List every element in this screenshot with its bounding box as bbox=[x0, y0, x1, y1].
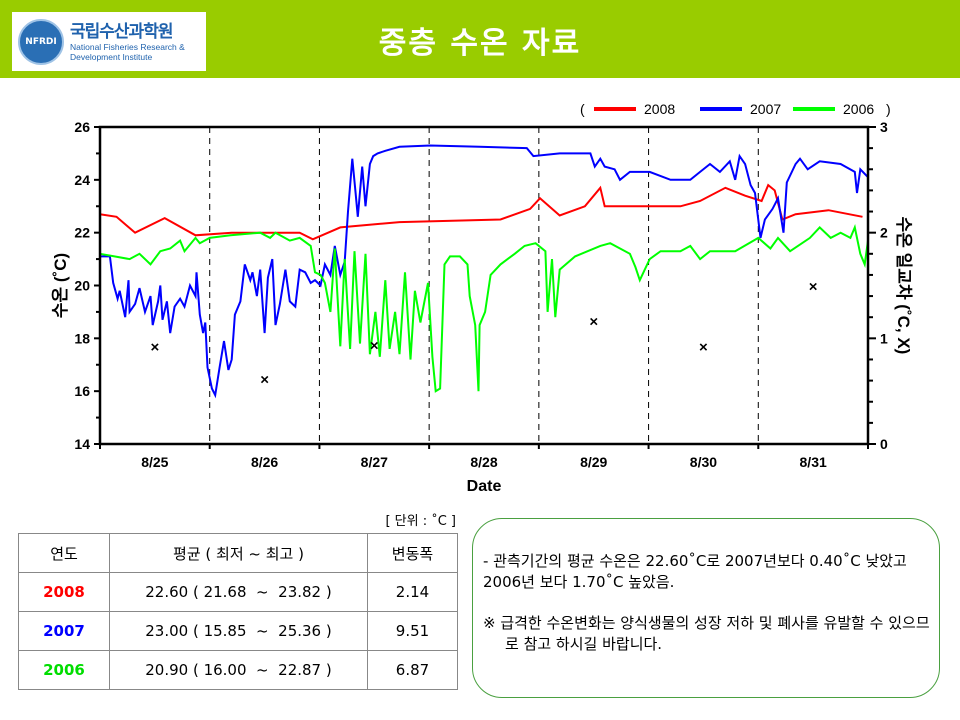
header-year: 연도 bbox=[18, 533, 110, 573]
range-cell: 2.14 bbox=[367, 572, 458, 612]
stats-table: 연도 평균 ( 최저 ~ 최고 ) 변동폭 2008 22.60 ( 21.68… bbox=[18, 533, 458, 690]
legend-label-2008: 2008 bbox=[644, 101, 675, 117]
note-warning: ※ 급격한 수온변화는 양식생물의 성장 저하 및 폐사를 유발할 수 있으므로… bbox=[483, 614, 930, 653]
y2-tick-label: 1 bbox=[880, 330, 888, 346]
stats-cell: 20.90 ( 16.00 ~ 22.87 ) bbox=[109, 650, 368, 690]
x-tick-label: 8/25 bbox=[141, 454, 168, 470]
y-axis-title: 수온 (˚C) bbox=[51, 253, 70, 318]
year-cell: 2008 bbox=[18, 572, 110, 612]
y2-axis-title: 수온 일교차 (˚C, X) bbox=[894, 217, 913, 355]
temperature-chart: × × × × × × 14 16 18 20 22 24 26 0 1 2 3 8/25 8/26 8/27 8/28… bbox=[51, 101, 913, 495]
note-summary: - 관측기간의 평균 수온은 22.60˚C로 2007년보다 0.40˚C 낮… bbox=[483, 552, 907, 591]
daily-range-marker: × bbox=[150, 339, 159, 356]
page-title: 중층 수온 자료 bbox=[378, 26, 582, 61]
y-tick-label: 16 bbox=[74, 383, 90, 399]
y-tick-label: 18 bbox=[74, 330, 90, 346]
x-tick-label: 8/26 bbox=[251, 454, 278, 470]
daily-range-marker: × bbox=[260, 372, 269, 389]
y-tick-label: 24 bbox=[74, 172, 90, 188]
legend-close: ) bbox=[886, 101, 891, 117]
daily-range-marker: × bbox=[699, 339, 708, 356]
daily-range-marker: × bbox=[589, 313, 598, 330]
note-box: - 관측기간의 평균 수온은 22.60˚C로 2007년보다 0.40˚C 낮… bbox=[472, 518, 940, 698]
y2-tick-label: 0 bbox=[880, 436, 888, 452]
series-line-2008 bbox=[99, 183, 863, 241]
range-cell: 9.51 bbox=[367, 611, 458, 651]
table-header-row: 연도 평균 ( 최저 ~ 최고 ) 변동폭 bbox=[18, 533, 458, 573]
y2-tick-label: 3 bbox=[880, 119, 888, 135]
logo-korean: 국립수산과학원 bbox=[70, 21, 173, 42]
series-line-2007 bbox=[100, 144, 869, 399]
daily-range-marker: × bbox=[809, 279, 818, 296]
range-cell: 6.87 bbox=[367, 650, 458, 690]
seal-icon: NFRDI bbox=[18, 18, 64, 65]
y2-tick-label: 2 bbox=[880, 225, 888, 241]
logo-english-2: Development Institute bbox=[70, 51, 153, 62]
header-bar: NFRDI 국립수산과학원 National Fisheries Researc… bbox=[0, 0, 960, 78]
legend-label-2006: 2006 bbox=[843, 101, 874, 117]
y-tick-label: 26 bbox=[74, 119, 90, 135]
stats-cell: 22.60 ( 21.68 ~ 23.82 ) bbox=[109, 572, 368, 612]
daily-range-marker: × bbox=[370, 338, 379, 355]
x-axis-title: Date bbox=[467, 478, 502, 495]
x-tick-label: 8/30 bbox=[690, 454, 717, 470]
table-row: 2008 22.60 ( 21.68 ~ 23.82 ) 2.14 bbox=[18, 572, 458, 612]
header-range: 변동폭 bbox=[367, 533, 458, 573]
nfrdi-logo: NFRDI 국립수산과학원 National Fisheries Researc… bbox=[12, 12, 206, 71]
y-tick-label: 22 bbox=[74, 225, 90, 241]
table-row: 2006 20.90 ( 16.00 ~ 22.87 ) 6.87 bbox=[18, 650, 458, 690]
stats-cell: 23.00 ( 15.85 ~ 25.36 ) bbox=[109, 611, 368, 651]
year-cell: 2007 bbox=[18, 611, 110, 651]
table-row: 2007 23.00 ( 15.85 ~ 25.36 ) 9.51 bbox=[18, 611, 458, 651]
x-tick-label: 8/29 bbox=[580, 454, 607, 470]
header-stats: 평균 ( 최저 ~ 최고 ) bbox=[109, 533, 368, 573]
legend-open: ( bbox=[580, 101, 585, 117]
x-tick-label: 8/27 bbox=[361, 454, 388, 470]
year-cell: 2006 bbox=[18, 650, 110, 690]
y-tick-label: 20 bbox=[74, 278, 90, 294]
x-tick-label: 8/28 bbox=[470, 454, 497, 470]
legend-label-2007: 2007 bbox=[750, 101, 781, 117]
logo-english-1: National Fisheries Research & bbox=[70, 41, 185, 52]
series-line-2006 bbox=[99, 224, 869, 393]
x-tick-label: 8/31 bbox=[800, 454, 827, 470]
unit-label: [ 단위 : ˚C ] bbox=[385, 514, 456, 529]
y-tick-label: 14 bbox=[74, 436, 90, 452]
